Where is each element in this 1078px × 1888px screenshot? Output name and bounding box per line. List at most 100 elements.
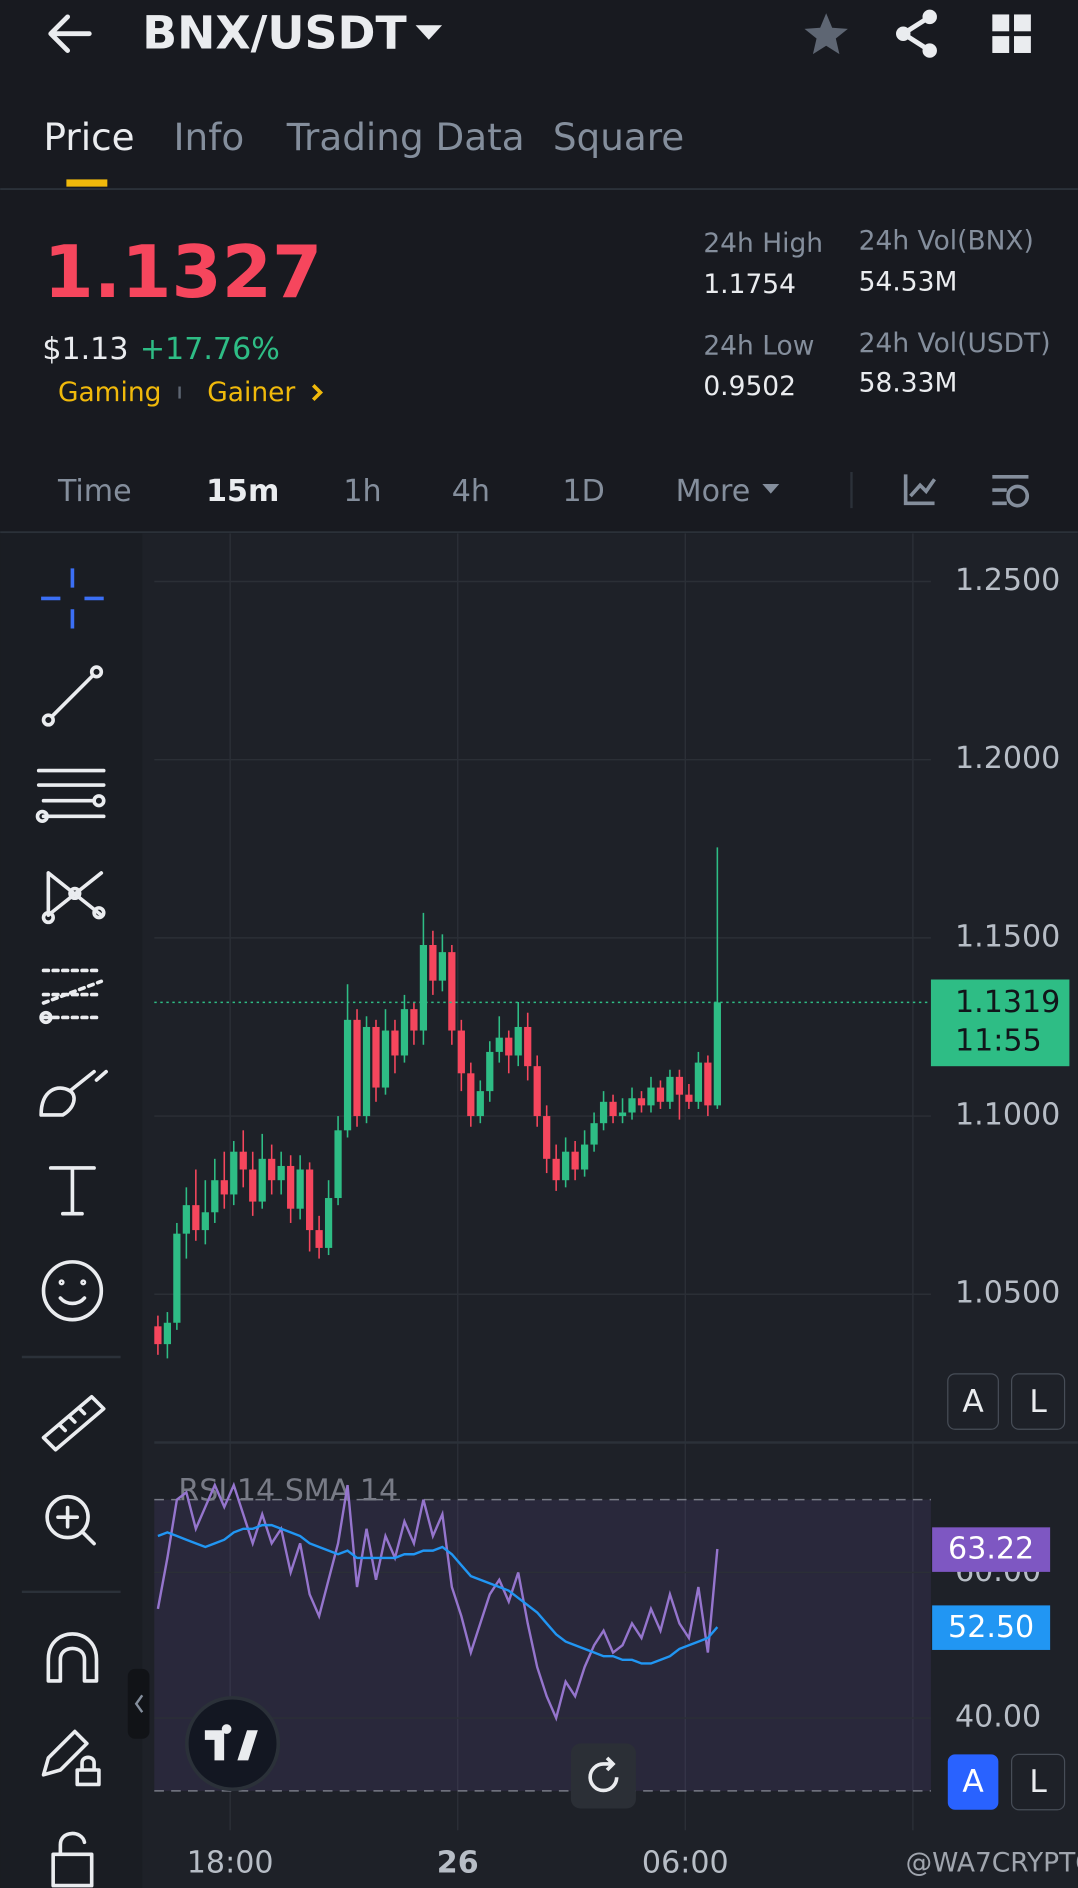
interval[interactable]: 1D [562, 474, 604, 509]
lock-drawings-tool[interactable] [41, 1729, 101, 1787]
candle-body [192, 1205, 200, 1231]
ruler-tool[interactable] [41, 1394, 106, 1452]
candle-body [666, 1076, 674, 1102]
candle-body [685, 1094, 693, 1102]
stat-label: 24h High [703, 228, 823, 259]
candle-body [220, 1180, 228, 1195]
tab[interactable]: Trading Data [286, 115, 525, 159]
candle-body [467, 1073, 475, 1117]
candle-body [173, 1233, 181, 1323]
stat-value: 0.9502 [703, 371, 796, 402]
pair-title[interactable]: BNX/USDT [142, 7, 406, 60]
rsi-band [154, 1499, 931, 1791]
stat-label: 24h Vol(BNX) [859, 226, 1034, 257]
candle-body [315, 1230, 323, 1248]
candle-body [296, 1169, 304, 1209]
interval[interactable]: 1h [343, 474, 381, 509]
zoom-tool[interactable] [45, 1494, 96, 1546]
tag-chevron [311, 384, 324, 402]
pattern-tool[interactable] [41, 871, 106, 925]
x-tick-label: 06:00 [642, 1845, 729, 1880]
tag[interactable]: Gainer [207, 377, 295, 408]
candle-body [457, 1030, 465, 1074]
log-scale-button[interactable]: L [1011, 1753, 1066, 1811]
share-button[interactable] [896, 9, 937, 58]
candle-body [163, 1322, 172, 1345]
settings-button[interactable] [992, 475, 1030, 508]
y-tick-label: 1.1500 [955, 919, 1060, 954]
candle-body [258, 1158, 266, 1202]
candle-body [400, 1009, 409, 1056]
favorite-star[interactable] [804, 13, 848, 55]
tradingview-logo[interactable] [185, 1695, 281, 1792]
tag-separator [178, 386, 181, 399]
candle-body [618, 1112, 627, 1117]
emoji-tool[interactable] [41, 1260, 104, 1322]
candle-body [343, 1019, 352, 1131]
crosshair-tool[interactable] [41, 568, 104, 629]
candle-body [353, 1019, 361, 1117]
log-scale-button[interactable]: L [1011, 1373, 1066, 1430]
candle-body [154, 1326, 162, 1345]
unlock-tool[interactable] [51, 1831, 94, 1888]
value-tag [932, 1605, 1051, 1650]
candle-body [372, 1026, 380, 1088]
candle-body [287, 1165, 295, 1209]
reset-button[interactable] [570, 1743, 636, 1809]
candle-body [694, 1062, 703, 1102]
interval[interactable]: 4h [452, 474, 490, 509]
candle-body [448, 952, 456, 1031]
more-dropdown[interactable] [762, 484, 780, 494]
usd-price: $1.13 [42, 332, 128, 367]
candle-body [609, 1101, 617, 1117]
log-scale-label: L [1029, 1764, 1047, 1800]
text-tool[interactable] [48, 1166, 96, 1216]
auto-scale-button[interactable]: A [947, 1754, 999, 1810]
candle-body [230, 1151, 238, 1195]
interval[interactable]: More [676, 474, 751, 509]
y-tick-label: 1.2500 [955, 563, 1060, 598]
candle-body [486, 1051, 494, 1092]
stat-label: 24h Vol(USDT) [859, 328, 1051, 359]
candle-body [239, 1151, 247, 1170]
auto-scale-label: A [962, 1764, 984, 1800]
stat-value: 1.1754 [703, 269, 796, 300]
candle-body [381, 1030, 390, 1088]
value-tag-label: 63.22 [948, 1532, 1034, 1567]
horizontal-line-tool[interactable] [35, 768, 106, 823]
tab[interactable]: Info [174, 115, 245, 159]
candle-body [410, 1009, 418, 1031]
magnet-tool[interactable] [46, 1632, 99, 1683]
tab[interactable]: Square [553, 115, 684, 159]
trend-line-tool[interactable] [41, 665, 104, 727]
interval[interactable]: Time [57, 474, 132, 509]
pair-dropdown[interactable] [415, 25, 443, 40]
tab[interactable]: Price [44, 115, 135, 159]
back-button[interactable] [48, 14, 92, 53]
x-tick-label: 18:00 [187, 1845, 274, 1880]
indicator-button[interactable] [903, 474, 937, 506]
tag[interactable]: Gaming [58, 377, 161, 408]
candle-body [637, 1098, 646, 1106]
candle-body [249, 1169, 257, 1202]
candle-body [324, 1198, 333, 1248]
collapse-toolbar[interactable] [127, 1668, 150, 1739]
countdown-label: 11:55 [955, 1024, 1042, 1059]
rsi-line [157, 1523, 719, 1665]
y-tick-label: 1.2000 [955, 741, 1060, 776]
collapse-arrow [134, 1694, 144, 1713]
grid-button[interactable] [992, 14, 1031, 53]
value-tag-label: 52.50 [948, 1610, 1034, 1645]
value-tag [932, 1527, 1051, 1572]
candle-body [675, 1076, 684, 1095]
candle-body [211, 1180, 219, 1213]
interval[interactable]: 15m [206, 474, 279, 509]
candle-body [524, 1026, 532, 1067]
fib-tool[interactable] [39, 968, 104, 1025]
chart-layer: 1.2500 1.2000 1.1500 1.1000 1.0500 18:00 26 06:… [154, 533, 1078, 1880]
brush-tool[interactable] [39, 1069, 108, 1117]
rsi-line [156, 1481, 719, 1722]
auto-scale-button[interactable]: A [947, 1373, 999, 1430]
candle-body [505, 1037, 513, 1056]
candle-body [438, 952, 446, 981]
